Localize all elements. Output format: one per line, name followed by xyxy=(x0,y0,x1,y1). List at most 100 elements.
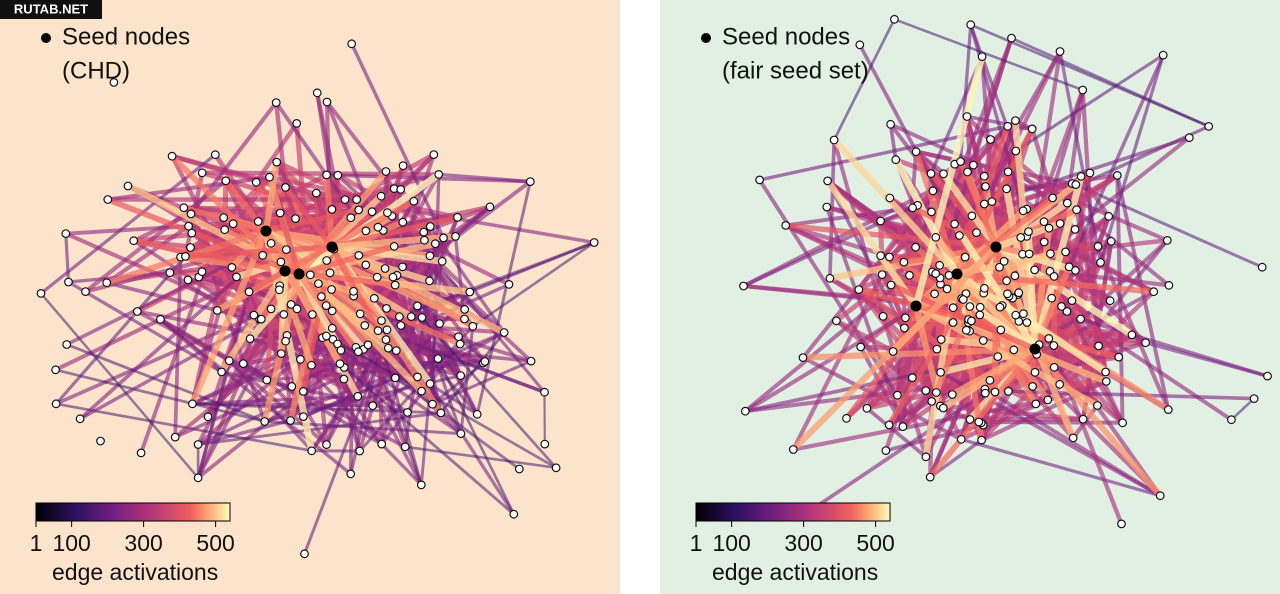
node xyxy=(425,222,435,231)
node xyxy=(996,325,1006,335)
node xyxy=(155,314,165,324)
node xyxy=(376,191,386,201)
edge xyxy=(1230,397,1256,422)
node xyxy=(274,285,284,295)
node xyxy=(979,171,989,181)
colorbar-label: edge activations xyxy=(712,559,878,585)
edge xyxy=(1067,53,1165,269)
node xyxy=(1257,262,1267,272)
edge xyxy=(824,177,920,310)
edge xyxy=(1006,389,1256,401)
node xyxy=(197,168,207,178)
node xyxy=(1064,262,1074,272)
node xyxy=(980,283,989,293)
edge xyxy=(757,177,900,398)
node xyxy=(221,176,231,186)
node xyxy=(327,306,337,316)
node xyxy=(948,318,958,327)
node xyxy=(460,305,470,314)
seed-node xyxy=(990,241,1002,253)
node xyxy=(926,169,936,179)
node xyxy=(1011,116,1020,125)
node xyxy=(822,202,832,212)
node xyxy=(398,217,408,227)
colorbar-tick-label: 300 xyxy=(124,530,162,556)
node xyxy=(276,257,286,267)
node xyxy=(1003,167,1013,177)
edge xyxy=(104,224,191,285)
legend-label: Seed nodes xyxy=(722,23,850,50)
node xyxy=(1049,272,1059,281)
node xyxy=(212,306,222,315)
node xyxy=(1263,371,1272,381)
node xyxy=(1030,367,1040,377)
node xyxy=(525,177,535,187)
node xyxy=(183,275,193,285)
node xyxy=(245,334,255,344)
node xyxy=(1118,418,1128,428)
node xyxy=(825,273,835,283)
node xyxy=(1014,288,1024,298)
node xyxy=(311,188,321,198)
node xyxy=(931,388,941,397)
node xyxy=(1071,180,1081,190)
node xyxy=(406,312,416,322)
node xyxy=(961,325,971,335)
node xyxy=(292,304,302,314)
node xyxy=(878,311,888,321)
node xyxy=(928,186,938,196)
node xyxy=(413,301,422,311)
node xyxy=(279,310,289,319)
node xyxy=(75,414,85,424)
node xyxy=(346,469,356,479)
edge xyxy=(39,292,200,480)
edge xyxy=(169,153,390,215)
node xyxy=(468,321,478,331)
node xyxy=(396,184,406,194)
node xyxy=(1127,330,1137,340)
node xyxy=(540,439,550,449)
node xyxy=(454,332,463,342)
node xyxy=(327,323,337,333)
node xyxy=(1044,334,1054,343)
edge xyxy=(888,282,1038,352)
edge xyxy=(78,253,265,421)
node xyxy=(1055,219,1065,228)
node xyxy=(403,408,412,417)
node xyxy=(986,135,995,144)
edge xyxy=(54,307,273,406)
node xyxy=(876,251,886,261)
edge xyxy=(253,121,299,185)
node xyxy=(327,204,337,214)
node xyxy=(1093,241,1103,251)
node xyxy=(170,432,180,442)
node xyxy=(1094,341,1104,351)
node xyxy=(413,372,422,382)
edge xyxy=(173,361,342,439)
edge xyxy=(865,406,928,459)
edge xyxy=(39,153,217,296)
colorbar-tick-label: 1 xyxy=(30,530,43,556)
seed-node xyxy=(293,268,305,280)
node xyxy=(51,399,61,409)
node xyxy=(936,367,946,377)
node xyxy=(347,39,357,49)
node xyxy=(281,182,290,192)
node xyxy=(739,281,748,291)
node xyxy=(353,391,363,401)
colorbar xyxy=(695,502,891,522)
node xyxy=(367,207,377,217)
edge xyxy=(1063,249,1113,303)
edge xyxy=(1014,53,1165,153)
node xyxy=(969,160,978,170)
edge xyxy=(328,243,508,336)
node xyxy=(1030,265,1040,275)
node xyxy=(1204,121,1214,131)
node xyxy=(228,219,238,229)
node xyxy=(355,309,365,319)
node xyxy=(355,446,365,456)
node xyxy=(417,386,427,396)
node xyxy=(942,284,952,294)
node xyxy=(352,195,362,205)
edge xyxy=(349,42,446,240)
